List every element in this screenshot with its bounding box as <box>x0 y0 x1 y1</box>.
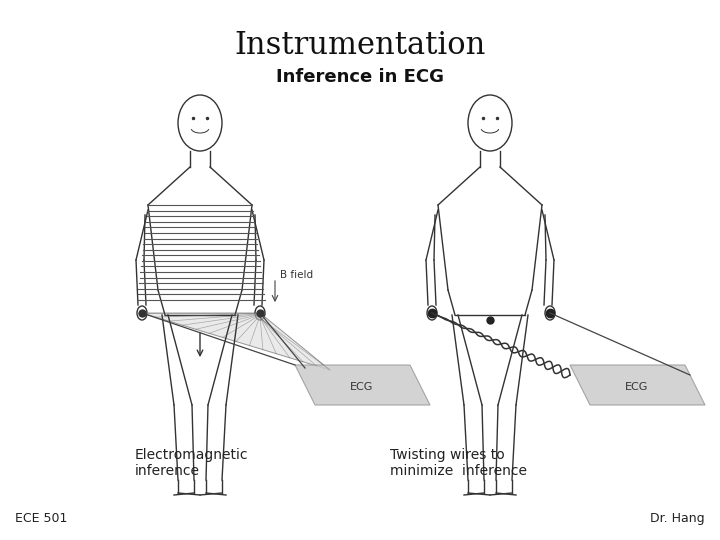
Text: Twisting wires to
minimize  inference: Twisting wires to minimize inference <box>390 448 527 478</box>
Text: Inference in ECG: Inference in ECG <box>276 68 444 86</box>
Polygon shape <box>295 365 430 405</box>
Text: B field: B field <box>280 270 313 280</box>
Polygon shape <box>142 313 330 370</box>
Text: ECG: ECG <box>625 382 649 392</box>
Text: Electromagnetic
inference: Electromagnetic inference <box>135 448 248 478</box>
Text: Instrumentation: Instrumentation <box>234 30 486 61</box>
Text: Dr. Hang: Dr. Hang <box>650 512 705 525</box>
Text: ECG: ECG <box>351 382 374 392</box>
Text: ECE 501: ECE 501 <box>15 512 68 525</box>
Polygon shape <box>570 365 705 405</box>
